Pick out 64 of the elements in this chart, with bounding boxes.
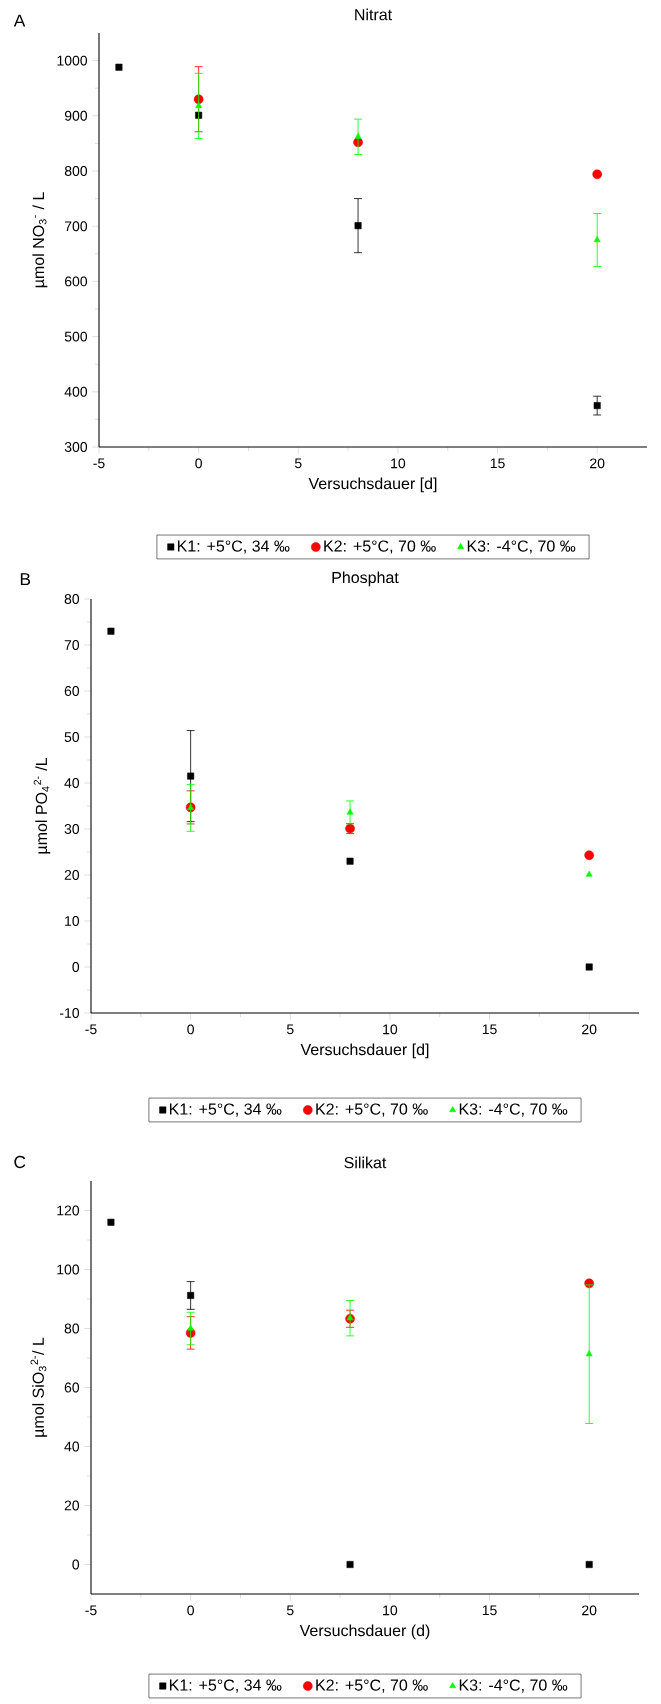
y-tick-label: 300	[64, 442, 88, 452]
y-tick-label: 400	[64, 386, 88, 397]
y-tick-label: 70	[64, 640, 80, 650]
x-tick-label: 20	[582, 1605, 597, 1616]
y-tick-label: 80	[64, 594, 80, 604]
y-tick-label: 60	[64, 686, 80, 696]
legend-label: K2: +5°C, 70 ‰	[316, 1103, 428, 1117]
chart-title: Silikat	[344, 1156, 387, 1169]
x-tick-label: 15	[482, 1024, 497, 1035]
x-tick-label: 5	[286, 1605, 294, 1616]
y-tick-label: 0	[72, 1559, 80, 1570]
legend-label: K1: +5°C, 34 ‰	[169, 1103, 282, 1117]
x-tick-label: 0	[187, 1605, 194, 1616]
legend-label: K1: +5°C, 34 ‰	[169, 1679, 282, 1693]
x-tick-label: 10	[383, 1605, 398, 1616]
text: B	[20, 573, 31, 586]
x-tick-label: 15	[490, 458, 505, 469]
x-tick-label: 20	[582, 1024, 597, 1035]
x-tick-label: 5	[294, 458, 302, 469]
legend-label: K3: -4°C, 70 ‰	[459, 1679, 568, 1693]
y-tick-label: 60	[64, 1382, 80, 1393]
y-tick-label: 900	[64, 110, 88, 121]
y-tick-label: 80	[64, 1323, 80, 1334]
y-tick-label: 600	[64, 276, 88, 287]
legend-label: K2: +5°C, 70 ‰	[316, 1679, 428, 1693]
x-tick-label: 20	[590, 458, 605, 469]
x-axis-title: Versuchsdauer (d)	[299, 1624, 430, 1640]
x-axis-title: Versuchsdauer [d]	[300, 1043, 429, 1059]
y-tick-label: 40	[64, 1441, 80, 1452]
chart-title: Phosphat	[332, 571, 399, 587]
x-tick-label: -5	[93, 458, 105, 469]
y-tick-label: 700	[64, 221, 88, 232]
y-tick-label: 1000	[57, 55, 88, 66]
y-tick-label: 40	[64, 778, 80, 788]
x-tick-label: 0	[187, 1024, 194, 1035]
chart-title: Nitrat	[355, 8, 392, 21]
y-axis-title: µmol NO$_{3}$$^{-}$ / L	[32, 192, 48, 288]
y-tick-label: 20	[64, 870, 80, 880]
x-tick-label: 15	[482, 1605, 497, 1616]
y-tick-label: 30	[64, 824, 80, 834]
y-tick-label: 10	[65, 916, 80, 926]
y-tick-label: 500	[64, 331, 88, 342]
legend-label: K3: -4°C, 70 ‰	[459, 1103, 568, 1117]
x-tick-label: 5	[286, 1024, 294, 1035]
y-tick-label: 120	[57, 1205, 80, 1216]
x-tick-label: -5	[85, 1605, 97, 1616]
y-tick-label: 800	[64, 166, 88, 176]
y-tick-label: -10	[60, 1008, 80, 1018]
legend-label: K1: +5°C, 34 ‰	[177, 540, 290, 554]
y-tick-label: 20	[64, 1500, 80, 1511]
y-tick-label: 0	[72, 962, 80, 972]
legend-label: K2: +5°C, 70 ‰	[324, 540, 436, 554]
x-tick-label: 10	[383, 1024, 398, 1035]
y-tick-label: 50	[64, 732, 80, 742]
text: A	[13, 14, 26, 27]
y-axis-title: µmol SiO$_{3}$$^{2-}$/ L	[30, 1337, 48, 1437]
x-tick-label: -5	[85, 1024, 97, 1035]
x-tick-label: 10	[391, 458, 406, 469]
x-tick-label: 0	[195, 458, 202, 469]
x-axis-title: Versuchsdauer [d]	[308, 477, 437, 493]
legend-label: K3: -4°C, 70 ‰	[467, 540, 576, 554]
y-tick-label: 100	[57, 1264, 80, 1275]
y-axis-title: µmol PO$_{4}$$^{2-}$ /L	[33, 757, 51, 854]
text: C	[14, 1155, 26, 1169]
